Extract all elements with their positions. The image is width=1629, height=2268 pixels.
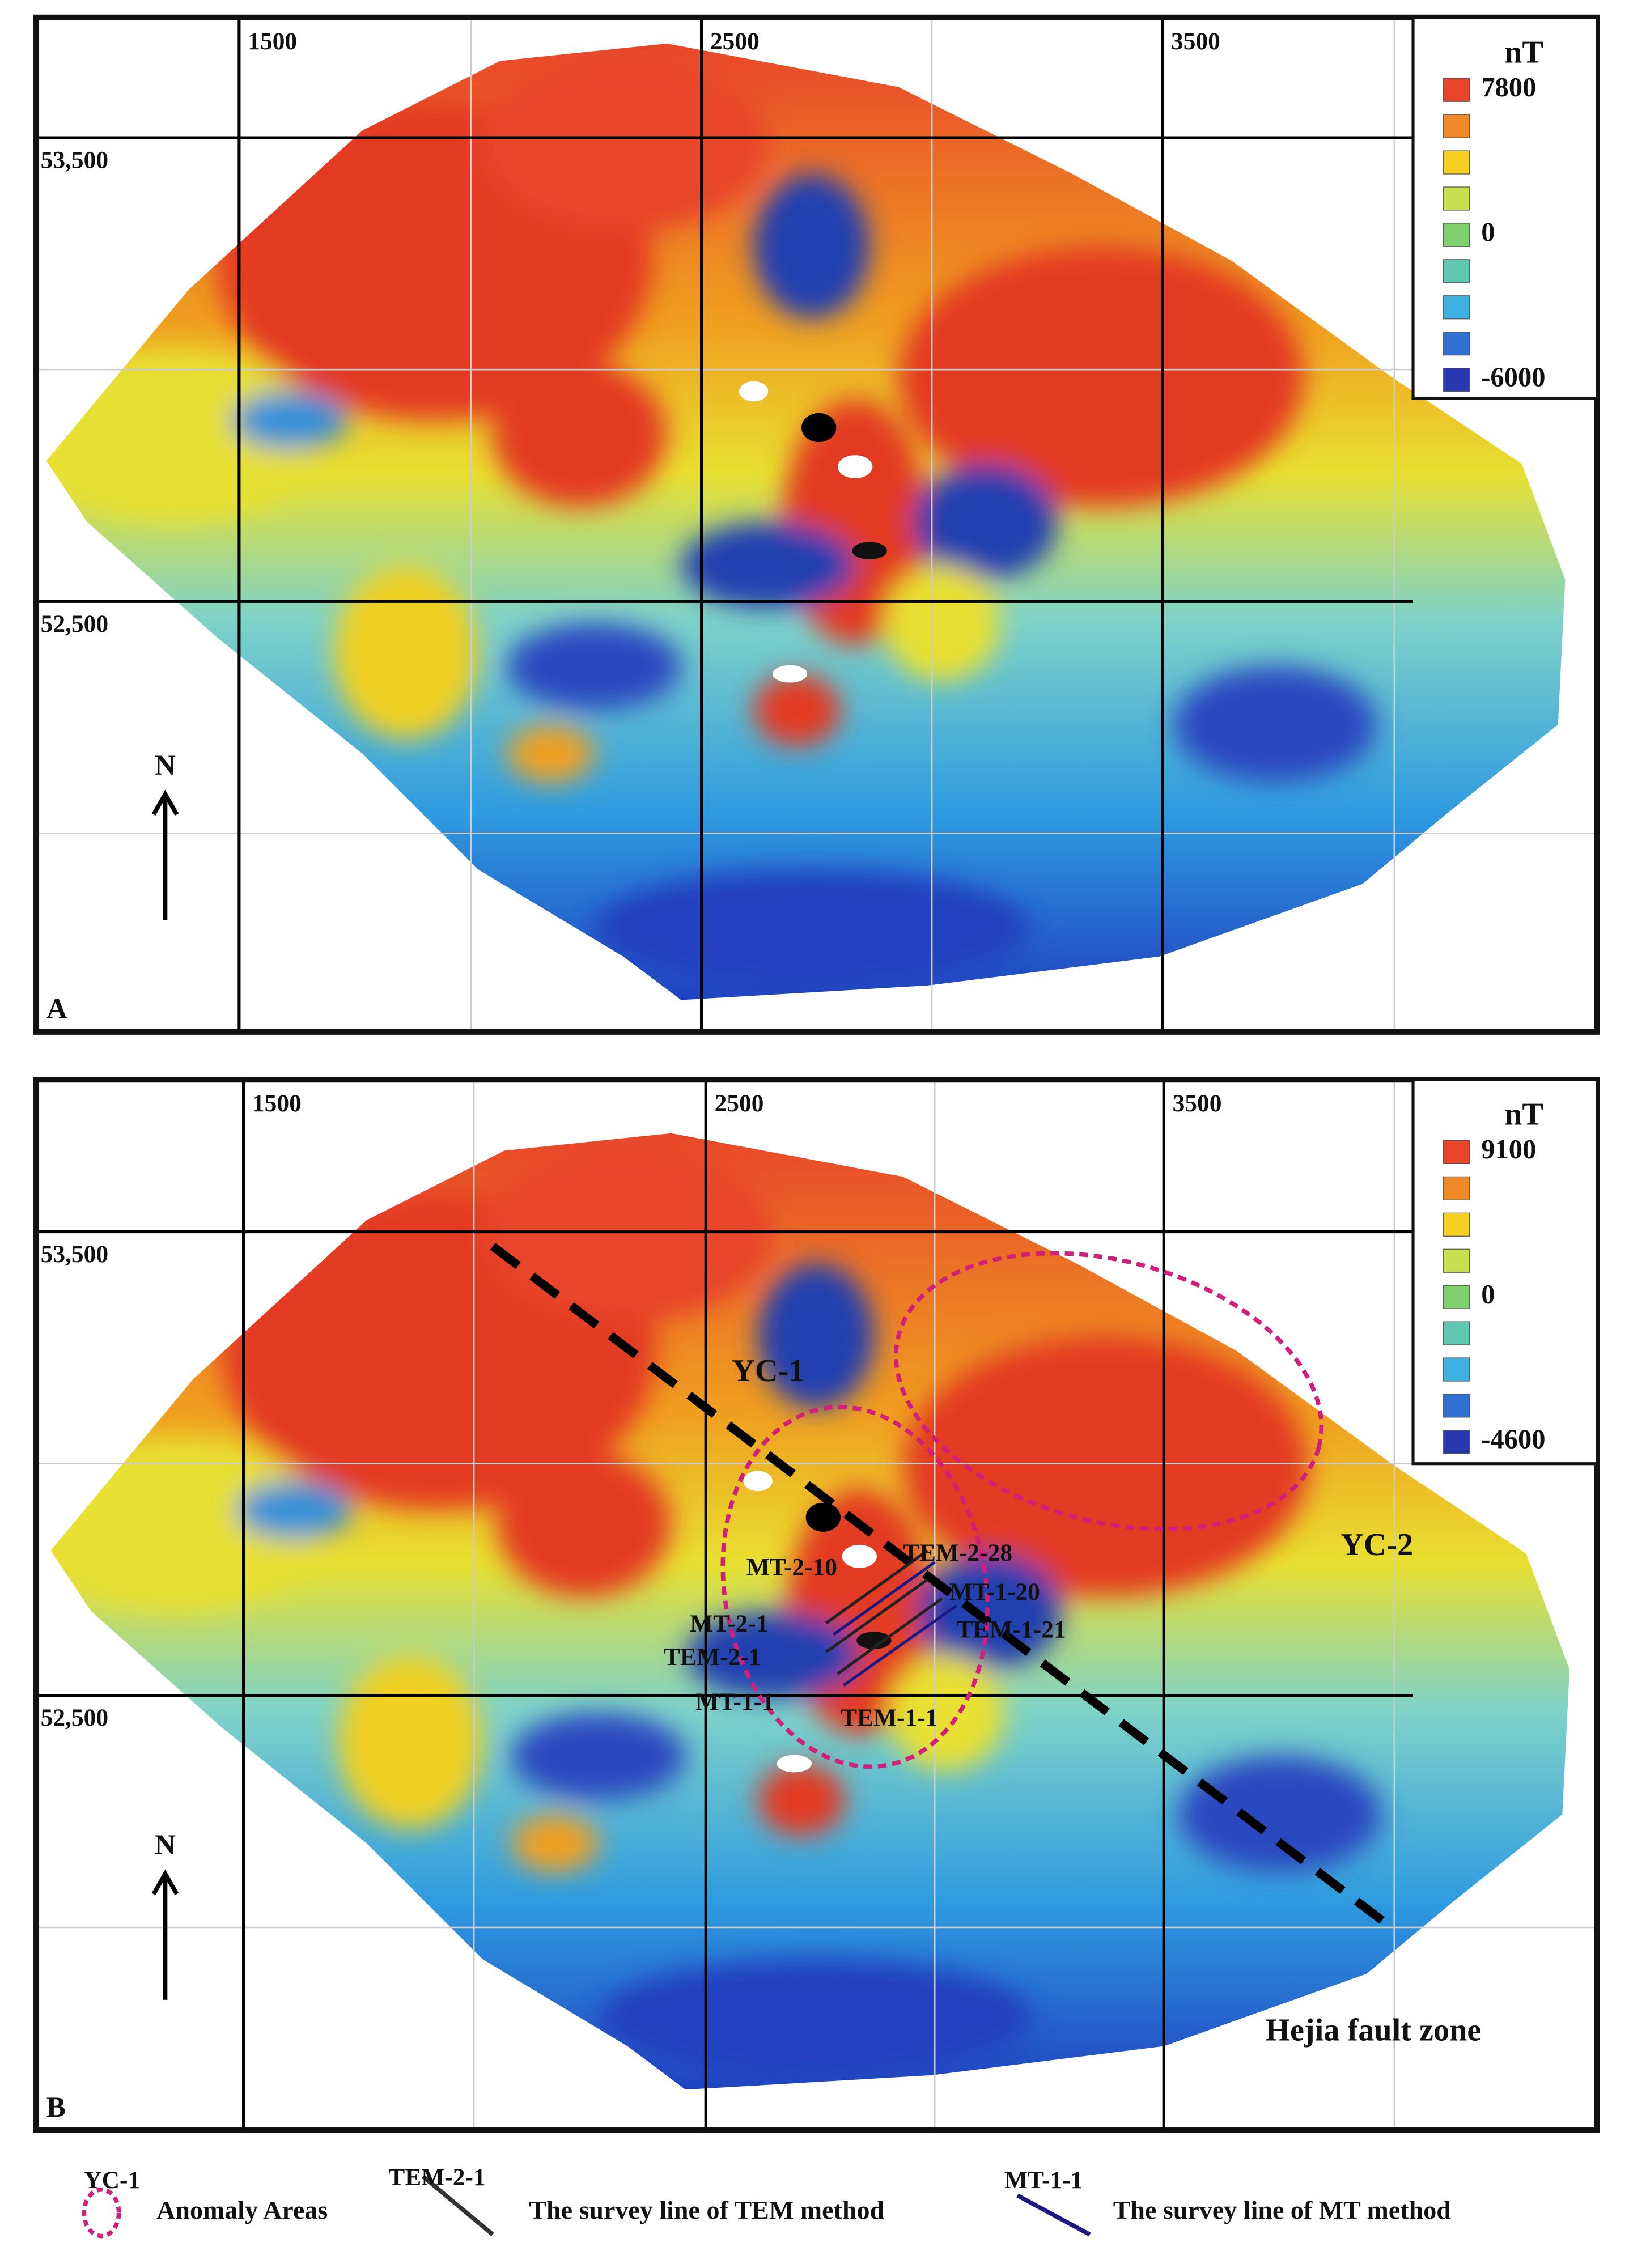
survey-line: [832, 1561, 936, 1636]
y-label: 53,500: [41, 147, 108, 174]
panel-label: B: [46, 2091, 66, 2123]
legend-swatch: [1443, 114, 1470, 138]
north-arrow-head: [151, 789, 179, 816]
key-text: The survey line of MT method: [1113, 2195, 1451, 2224]
key-text: The survey line of TEM method: [529, 2195, 884, 2224]
legend-swatch: [1443, 1285, 1470, 1309]
legend-label: 7800: [1481, 72, 1536, 103]
legend-swatch: [1443, 295, 1470, 320]
legend-swatch: [1443, 368, 1470, 392]
legend-swatch: [1443, 78, 1470, 102]
legend-swatch: [1443, 1394, 1470, 1418]
annotation: MT-1-1: [695, 1688, 774, 1715]
anomaly-map: [33, 1126, 1606, 2097]
key-symbol-label: YC-1: [84, 2167, 140, 2194]
annotation: YC-1: [732, 1353, 804, 1388]
legend-label: 0: [1481, 1279, 1495, 1310]
legend-unit: nT: [1504, 1097, 1543, 1132]
annotation: TEM-1-1: [841, 1704, 937, 1731]
annotation: MT-1-20: [949, 1578, 1040, 1606]
annotation: TEM-2-1: [664, 1643, 761, 1671]
legend-swatch: [1443, 259, 1470, 283]
key-text: Anomaly Areas: [156, 2195, 328, 2224]
x-label: 2500: [710, 28, 760, 55]
key-symbol-label: TEM-2-1: [388, 2164, 485, 2191]
survey-line: [825, 1578, 928, 1654]
legend-swatch: [1443, 1357, 1470, 1382]
survey-line: [837, 1597, 943, 1675]
annotation: TEM-2-28: [903, 1539, 1012, 1566]
legend-swatch: [1443, 332, 1470, 356]
x-label: 1500: [252, 1090, 302, 1117]
legend-swatch: [1443, 150, 1470, 175]
legend-swatch: [1443, 1430, 1470, 1454]
x-label: 3500: [1173, 1090, 1222, 1117]
key-tem-symbol: [422, 2174, 494, 2236]
annotation: YC-2: [1340, 1527, 1413, 1562]
north-arrow-head: [151, 1869, 179, 1896]
x-label: 3500: [1171, 28, 1220, 55]
legend-label: 0: [1481, 217, 1495, 248]
x-label: 1500: [248, 28, 297, 55]
annotation: TEM-1-21: [957, 1616, 1066, 1643]
legend-unit: nT: [1504, 35, 1543, 70]
survey-line: [825, 1549, 928, 1625]
annotation: MT-2-10: [746, 1553, 837, 1581]
legend-swatch: [1443, 1248, 1470, 1273]
north-label: N: [155, 749, 176, 782]
legend-label: -4600: [1481, 1424, 1545, 1455]
anomaly-map: [29, 36, 1601, 1007]
key-anomaly-symbol: [82, 2187, 121, 2239]
y-label: 52,500: [41, 1704, 108, 1731]
annotation: Hejia fault zone: [1265, 2012, 1481, 2048]
annotation: MT-2-1: [690, 1610, 768, 1637]
overlays: YC-1 YC-2 MT-2-10 TEM-2-28 MT-1-20 MT-2-1 TEM-…: [490, 1243, 1481, 2048]
legend-label: 9100: [1481, 1134, 1536, 1165]
key: YC-1 Anomaly Areas TEM-2-1 The survey line …: [82, 2164, 1451, 2239]
legend-label: -6000: [1481, 362, 1545, 392]
legend-swatch: [1443, 1212, 1470, 1237]
panel-label: A: [46, 993, 67, 1025]
legend-swatch: [1443, 1176, 1470, 1200]
legend-swatch: [1443, 1140, 1470, 1165]
survey-line: [842, 1604, 958, 1687]
y-label: 53,500: [41, 1241, 108, 1268]
key-symbol-label: MT-1-1: [1004, 2167, 1083, 2194]
legend-swatch: [1443, 186, 1470, 211]
x-label: 2500: [715, 1090, 764, 1117]
frame: [33, 14, 1600, 1035]
legend-swatch: [1443, 1321, 1470, 1345]
fault-line: [490, 1243, 1394, 1931]
legend-swatch: [1443, 223, 1470, 247]
north-label: N: [155, 1829, 176, 1861]
key-mt-symbol: [1016, 2193, 1091, 2237]
y-label: 52,500: [41, 610, 108, 638]
anomaly-area: [893, 1251, 1324, 1532]
frame: [33, 1077, 1600, 2134]
